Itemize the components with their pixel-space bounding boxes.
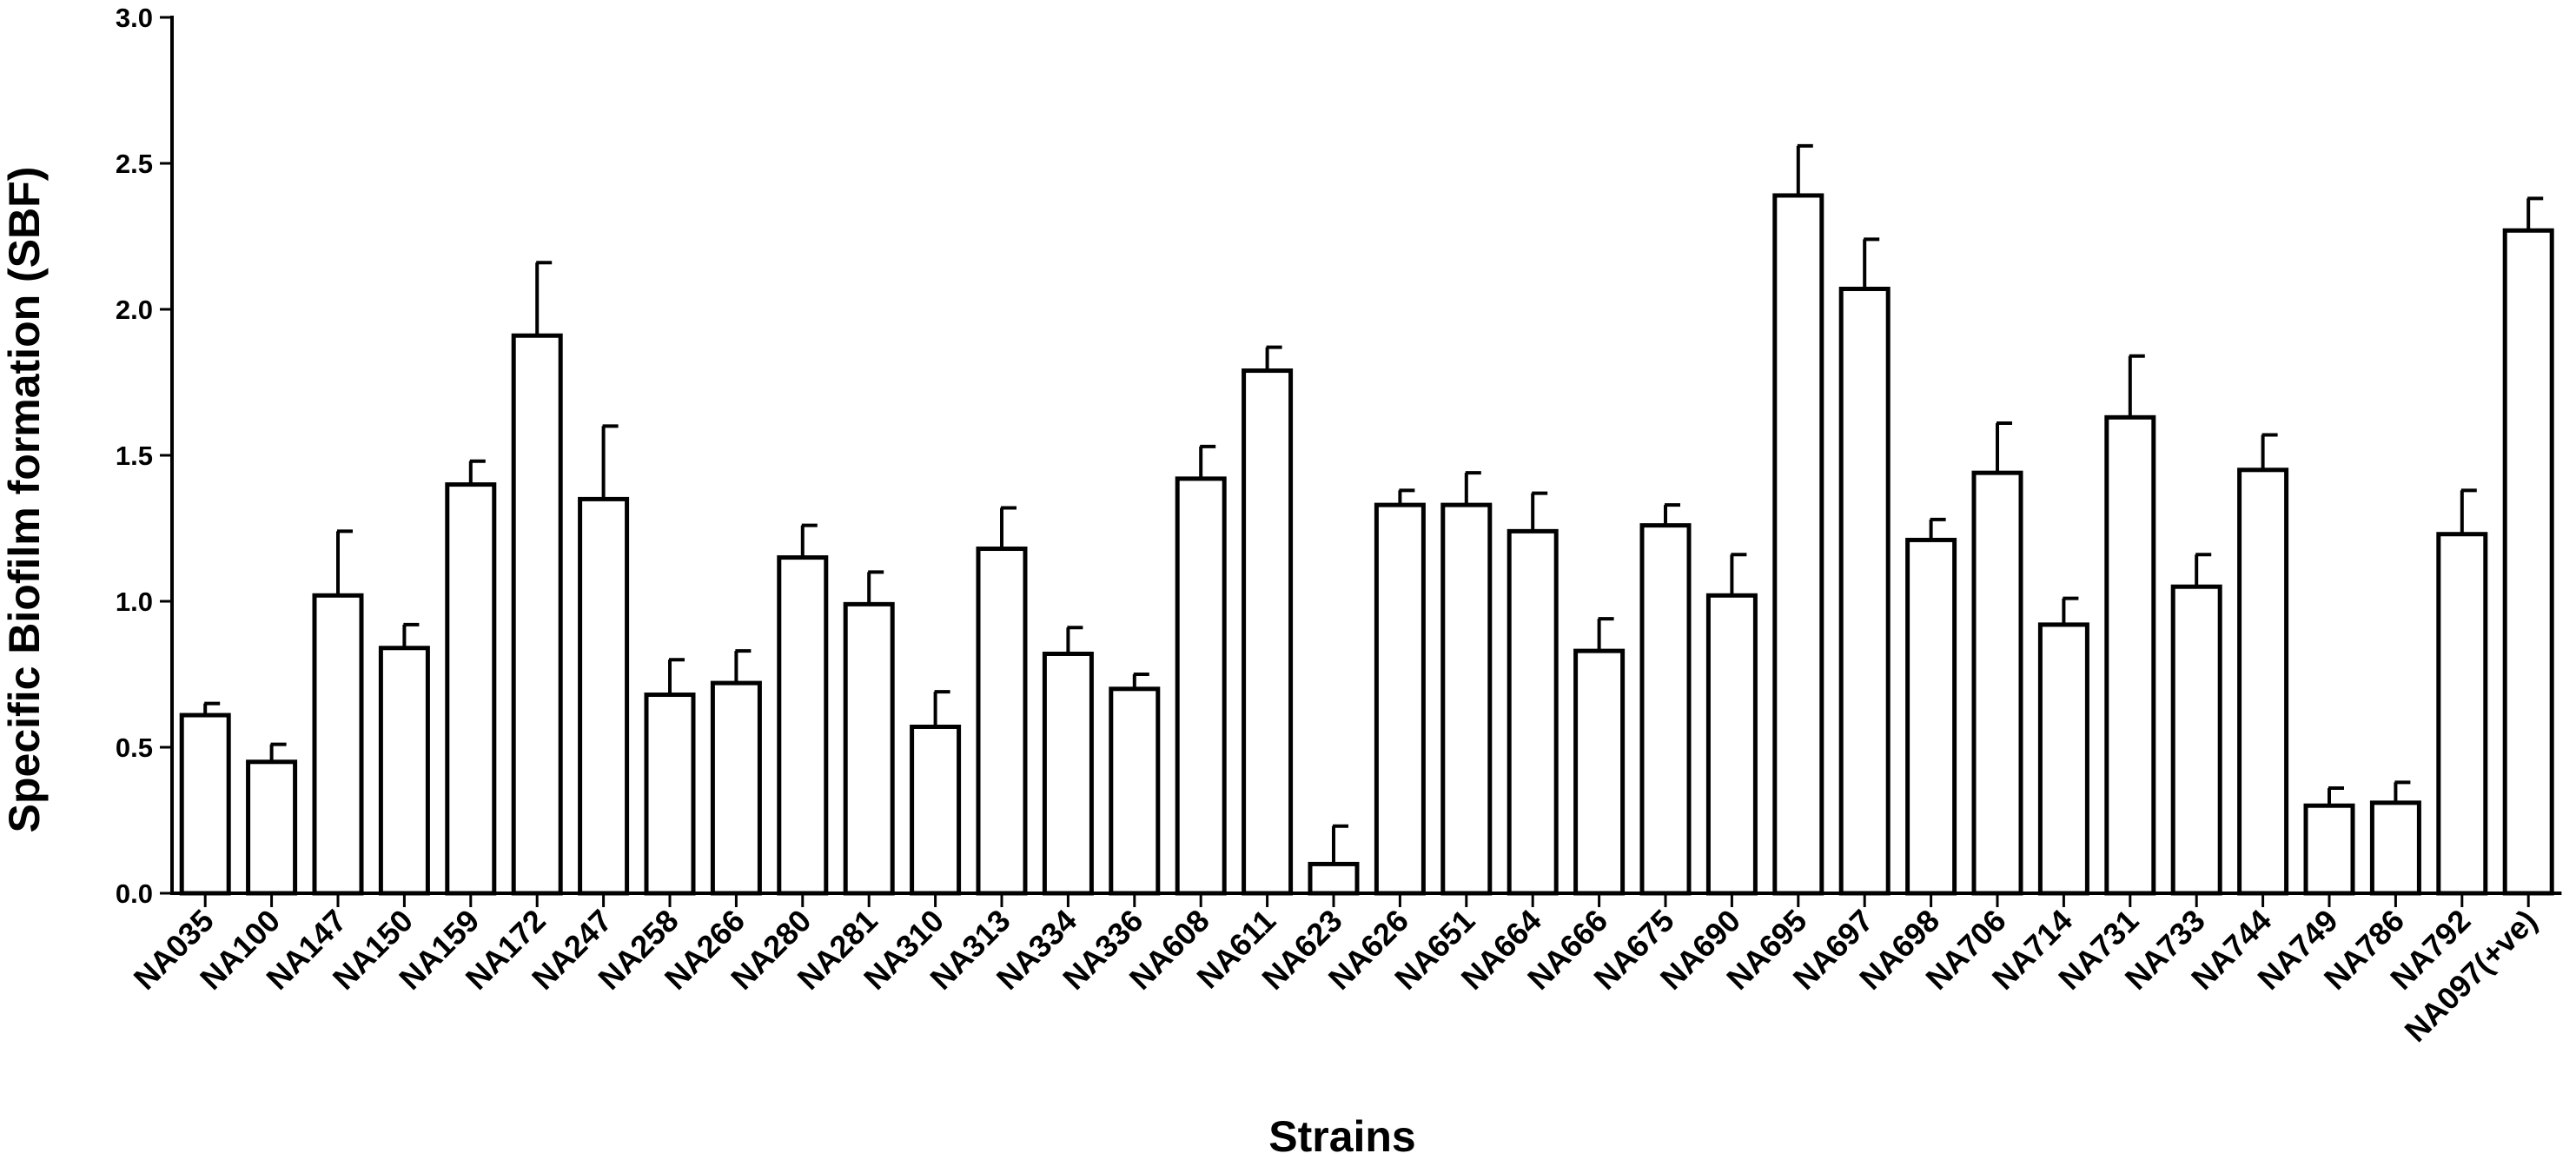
bar-NA698 [1905, 537, 1957, 896]
bar-NA172 [511, 333, 563, 896]
bar-NA695 [1772, 193, 1824, 896]
bar-NA608 [1175, 476, 1227, 896]
bar-NA697 [1838, 286, 1891, 896]
bar-NA310 [910, 724, 962, 896]
bar-NA744 [2237, 467, 2289, 896]
axes-layer [160, 16, 2562, 907]
bar-NA334 [1042, 651, 1094, 896]
bar-NA258 [644, 693, 696, 896]
bar-NA675 [1639, 523, 1692, 896]
y-tick-label: 3.0 [116, 3, 153, 33]
bar-NA266 [710, 680, 762, 896]
bar-NA786 [2369, 800, 2421, 896]
bar-NA281 [843, 601, 895, 896]
bar-NA792 [2436, 532, 2488, 896]
bar-NA749 [2303, 803, 2355, 896]
y-tick-label: 1.5 [116, 441, 153, 471]
bar-NA714 [2037, 622, 2089, 896]
bar-NA733 [2170, 584, 2222, 896]
bar-NA035 [179, 713, 231, 896]
x-axis-title: Strains [1268, 1112, 1416, 1160]
y-tick-label: 2.0 [116, 295, 153, 325]
y-tick-label: 0.0 [116, 878, 153, 909]
bar-NA159 [445, 482, 497, 896]
bar-NA313 [976, 547, 1028, 896]
bar-NA651 [1440, 502, 1493, 896]
y-axis-title: Specific Biofilm formation (SBF) [0, 167, 49, 833]
y-tick-label: 2.5 [116, 149, 153, 179]
bar-NA664 [1507, 528, 1559, 896]
bar-NA666 [1573, 648, 1626, 896]
bar-NA731 [2104, 414, 2156, 896]
bar-NA150 [378, 646, 430, 896]
bar-NA623 [1308, 861, 1360, 896]
bar-NA626 [1374, 502, 1426, 896]
bars-layer [179, 143, 2554, 896]
bar-NA097(+ve) [2502, 228, 2554, 896]
bar-NA100 [246, 759, 298, 896]
bar-NA147 [312, 593, 364, 896]
bar-NA611 [1242, 368, 1294, 896]
bar-NA280 [777, 555, 829, 896]
y-tick-label: 0.5 [116, 732, 153, 763]
bar-NA247 [578, 496, 630, 896]
bar-NA706 [1971, 470, 2023, 896]
y-tick-label: 1.0 [116, 587, 153, 617]
bar-NA690 [1705, 593, 1758, 896]
bar-NA336 [1109, 686, 1161, 896]
